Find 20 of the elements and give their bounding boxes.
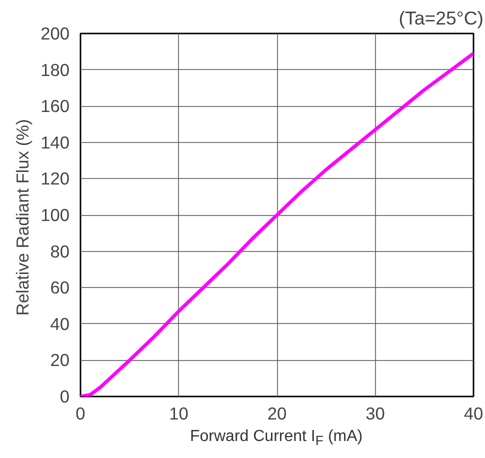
x-axis-title: Forward Current I$_{F}$ (mA) bbox=[190, 427, 363, 450]
x-tick-label: 40 bbox=[464, 404, 484, 424]
x-tick-label: 30 bbox=[366, 404, 385, 424]
y-axis-title: Relative Radiant Flux (%) bbox=[12, 119, 33, 316]
y-tick-label: 140 bbox=[40, 132, 70, 152]
y-tick-label: 20 bbox=[50, 350, 70, 370]
y-tick-label: 80 bbox=[50, 241, 70, 262]
y-tick-label: 120 bbox=[40, 168, 70, 189]
y-tick-label: 100 bbox=[40, 205, 70, 225]
x-tick-label: 10 bbox=[169, 404, 188, 424]
y-tick-label: 60 bbox=[50, 278, 70, 298]
y-tick-label: 0 bbox=[60, 386, 70, 406]
x-tick-label: 20 bbox=[267, 404, 287, 424]
y-tick-label: 180 bbox=[40, 60, 70, 80]
y-tick-label: 160 bbox=[40, 96, 70, 116]
line-series bbox=[80, 52, 474, 396]
y-tick-label: 40 bbox=[50, 314, 70, 334]
text: (Ta=25°C) bbox=[398, 8, 484, 28]
y-tick-label: 200 bbox=[40, 24, 70, 44]
x-tick-label: 0 bbox=[76, 404, 86, 424]
